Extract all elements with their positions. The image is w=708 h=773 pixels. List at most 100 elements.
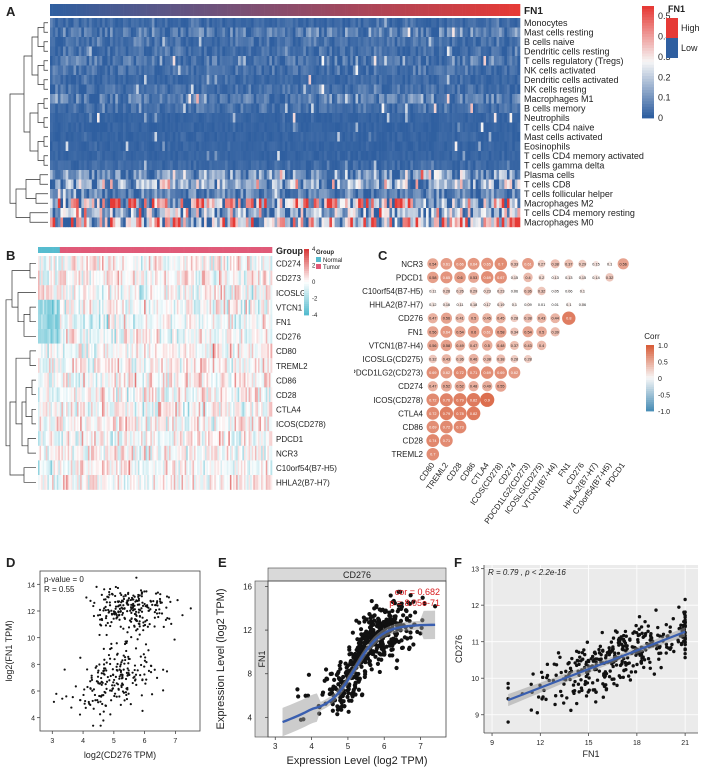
group-cell xyxy=(131,247,134,253)
heatmap-cell xyxy=(125,151,129,161)
heatmap-cell xyxy=(97,270,100,286)
heatmap-cell xyxy=(138,198,142,209)
heatmap-cell xyxy=(136,270,139,286)
heatmap-cell xyxy=(146,94,150,104)
heatmap-cell xyxy=(133,103,137,114)
heatmap-cell xyxy=(83,270,86,286)
heatmap-cell xyxy=(324,103,328,114)
heatmap-cell xyxy=(57,160,61,171)
heatmap-cell xyxy=(339,94,343,104)
heatmap-cell xyxy=(436,141,440,152)
heatmap-cell xyxy=(162,113,166,123)
heatmap-cell xyxy=(389,113,393,123)
heatmap-cell xyxy=(365,170,369,180)
heatmap-cell xyxy=(352,132,356,142)
annotation-cell xyxy=(91,4,95,16)
heatmap-cell xyxy=(256,285,259,300)
heatmap-cell xyxy=(50,122,53,133)
heatmap-cell xyxy=(123,179,127,190)
heatmap-cell xyxy=(89,94,93,104)
heatmap-cell xyxy=(83,208,87,218)
heatmap-cell xyxy=(300,18,304,28)
heatmap-cell xyxy=(196,179,200,190)
heatmap-cell xyxy=(402,75,406,85)
heatmap-cell xyxy=(89,270,92,286)
heatmap-cell xyxy=(222,179,226,190)
heatmap-cell xyxy=(238,65,241,76)
group-cell xyxy=(59,247,62,253)
heatmap-cell xyxy=(402,84,406,95)
heatmap-cell xyxy=(83,256,86,271)
heatmap-cell xyxy=(86,217,90,228)
heatmap-cell xyxy=(480,94,484,104)
heatmap-cell xyxy=(345,27,348,38)
heatmap-cell xyxy=(431,84,435,95)
heatmap-cell xyxy=(248,27,252,38)
heatmap-cell xyxy=(50,84,53,95)
heatmap-cell xyxy=(264,299,267,315)
heatmap-cell xyxy=(211,198,215,209)
heatmap-cell xyxy=(444,94,448,104)
heatmap-cell xyxy=(473,189,476,199)
heatmap-cell xyxy=(392,56,395,66)
heatmap-cell xyxy=(337,37,341,47)
heatmap-cell xyxy=(491,84,495,95)
heatmap-cell xyxy=(188,65,192,76)
heatmap-cell xyxy=(467,122,471,133)
group-cell xyxy=(181,247,184,253)
heatmap-cell xyxy=(52,27,56,38)
heatmap-cell xyxy=(254,256,257,271)
heatmap-cell xyxy=(381,37,385,47)
heatmap-cell xyxy=(415,46,419,57)
heatmap-cell xyxy=(91,46,95,57)
heatmap-cell xyxy=(321,56,325,66)
heatmap-cell xyxy=(206,189,210,199)
group-cell xyxy=(212,247,215,253)
heatmap-cell xyxy=(491,170,495,180)
annotation-cell xyxy=(287,4,291,16)
heatmap-cell xyxy=(316,179,320,190)
heatmap-cell xyxy=(68,27,72,38)
heatmap-cell xyxy=(292,122,296,133)
heatmap-cell xyxy=(161,285,164,300)
heatmap-cell xyxy=(219,189,223,199)
heatmap-cell xyxy=(342,151,346,161)
heatmap-cell xyxy=(384,18,388,28)
heatmap-cell xyxy=(86,198,90,209)
heatmap-cell xyxy=(251,299,254,315)
heatmap-cell xyxy=(329,94,333,104)
heatmap-cell xyxy=(454,27,458,38)
heatmap-cell xyxy=(188,160,192,171)
heatmap-cell xyxy=(373,160,377,171)
heatmap-cell xyxy=(318,141,322,152)
heatmap-cell xyxy=(177,151,181,161)
heatmap-cell xyxy=(379,160,382,171)
heatmap-cell xyxy=(282,37,286,47)
heatmap-cell xyxy=(73,65,77,76)
heatmap-cell xyxy=(269,94,273,104)
heatmap-cell xyxy=(194,256,196,271)
heatmap-cell xyxy=(232,84,236,95)
heatmap-cell xyxy=(267,270,270,286)
heatmap-cell xyxy=(228,256,231,271)
heatmap-cell xyxy=(89,103,93,114)
heatmap-cell xyxy=(248,132,252,142)
heatmap-cell xyxy=(399,37,403,47)
heatmap-cell xyxy=(235,217,239,228)
heatmap-cell xyxy=(232,122,236,133)
heatmap-cell xyxy=(271,189,275,199)
heatmap-cell xyxy=(316,65,320,76)
heatmap-cell xyxy=(138,132,142,142)
heatmap-cell xyxy=(128,189,132,199)
heatmap-cell xyxy=(311,217,315,228)
heatmap-cell xyxy=(72,270,75,286)
heatmap-cell xyxy=(76,46,80,57)
heatmap-cell xyxy=(465,75,469,85)
heatmap-cell xyxy=(454,65,458,76)
heatmap-cell xyxy=(167,189,171,199)
heatmap-cell xyxy=(240,56,244,66)
heatmap-cell xyxy=(151,285,154,300)
heatmap-cell xyxy=(473,179,476,190)
heatmap-cell xyxy=(337,103,341,114)
heatmap-cell xyxy=(439,198,442,209)
